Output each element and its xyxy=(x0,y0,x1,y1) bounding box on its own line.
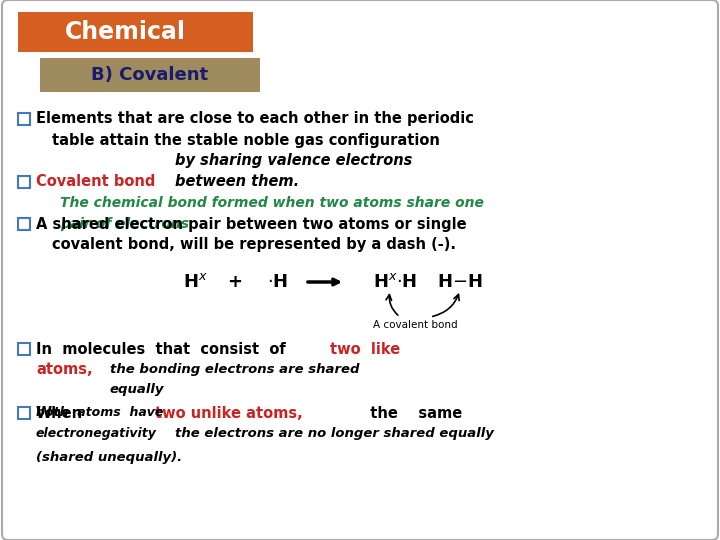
Text: by sharing valence electrons: by sharing valence electrons xyxy=(175,153,413,168)
Text: the electrons are no longer shared equally: the electrons are no longer shared equal… xyxy=(175,428,494,441)
Text: covalent bond, will be represented by a dash (-).: covalent bond, will be represented by a … xyxy=(52,238,456,253)
Text: H$^x$$\cdot$H: H$^x$$\cdot$H xyxy=(373,273,417,291)
Bar xyxy=(18,113,30,125)
Text: $\cdot$H: $\cdot$H xyxy=(267,273,289,291)
Text: atoms,: atoms, xyxy=(36,362,93,377)
Text: both  atoms  have: both atoms have xyxy=(36,407,163,420)
Text: pair of electrons: pair of electrons xyxy=(60,217,189,231)
FancyBboxPatch shape xyxy=(40,58,260,92)
Text: A shared electron pair between two atoms or single: A shared electron pair between two atoms… xyxy=(36,217,467,232)
Text: When: When xyxy=(36,406,83,421)
Text: B) Covalent: B) Covalent xyxy=(91,66,209,84)
Bar xyxy=(18,343,30,355)
Text: Elements that are close to each other in the periodic: Elements that are close to each other in… xyxy=(36,111,474,126)
Text: In  molecules  that  consist  of: In molecules that consist of xyxy=(36,341,286,356)
Text: between them.: between them. xyxy=(175,174,299,190)
Text: Chemical: Chemical xyxy=(65,20,186,44)
Text: two  like: two like xyxy=(330,341,400,356)
Text: equally: equally xyxy=(110,383,164,396)
Text: The chemical bond formed when two atoms share one: The chemical bond formed when two atoms … xyxy=(60,196,484,210)
Text: electronegativity: electronegativity xyxy=(36,428,157,441)
Text: A covalent bond: A covalent bond xyxy=(373,320,457,330)
FancyBboxPatch shape xyxy=(18,12,253,52)
Bar xyxy=(18,407,30,419)
Text: the    same: the same xyxy=(360,406,462,421)
Bar xyxy=(18,176,30,188)
Text: (shared unequally).: (shared unequally). xyxy=(36,451,182,464)
Text: +: + xyxy=(228,273,243,291)
Text: Covalent bond: Covalent bond xyxy=(36,174,156,190)
Bar xyxy=(18,218,30,230)
Text: H$^x$: H$^x$ xyxy=(183,273,207,291)
Text: H$-$H: H$-$H xyxy=(437,273,483,291)
Text: two unlike atoms,: two unlike atoms, xyxy=(155,406,302,421)
Text: the bonding electrons are shared: the bonding electrons are shared xyxy=(110,363,359,376)
Text: table attain the stable noble gas configuration: table attain the stable noble gas config… xyxy=(52,132,440,147)
